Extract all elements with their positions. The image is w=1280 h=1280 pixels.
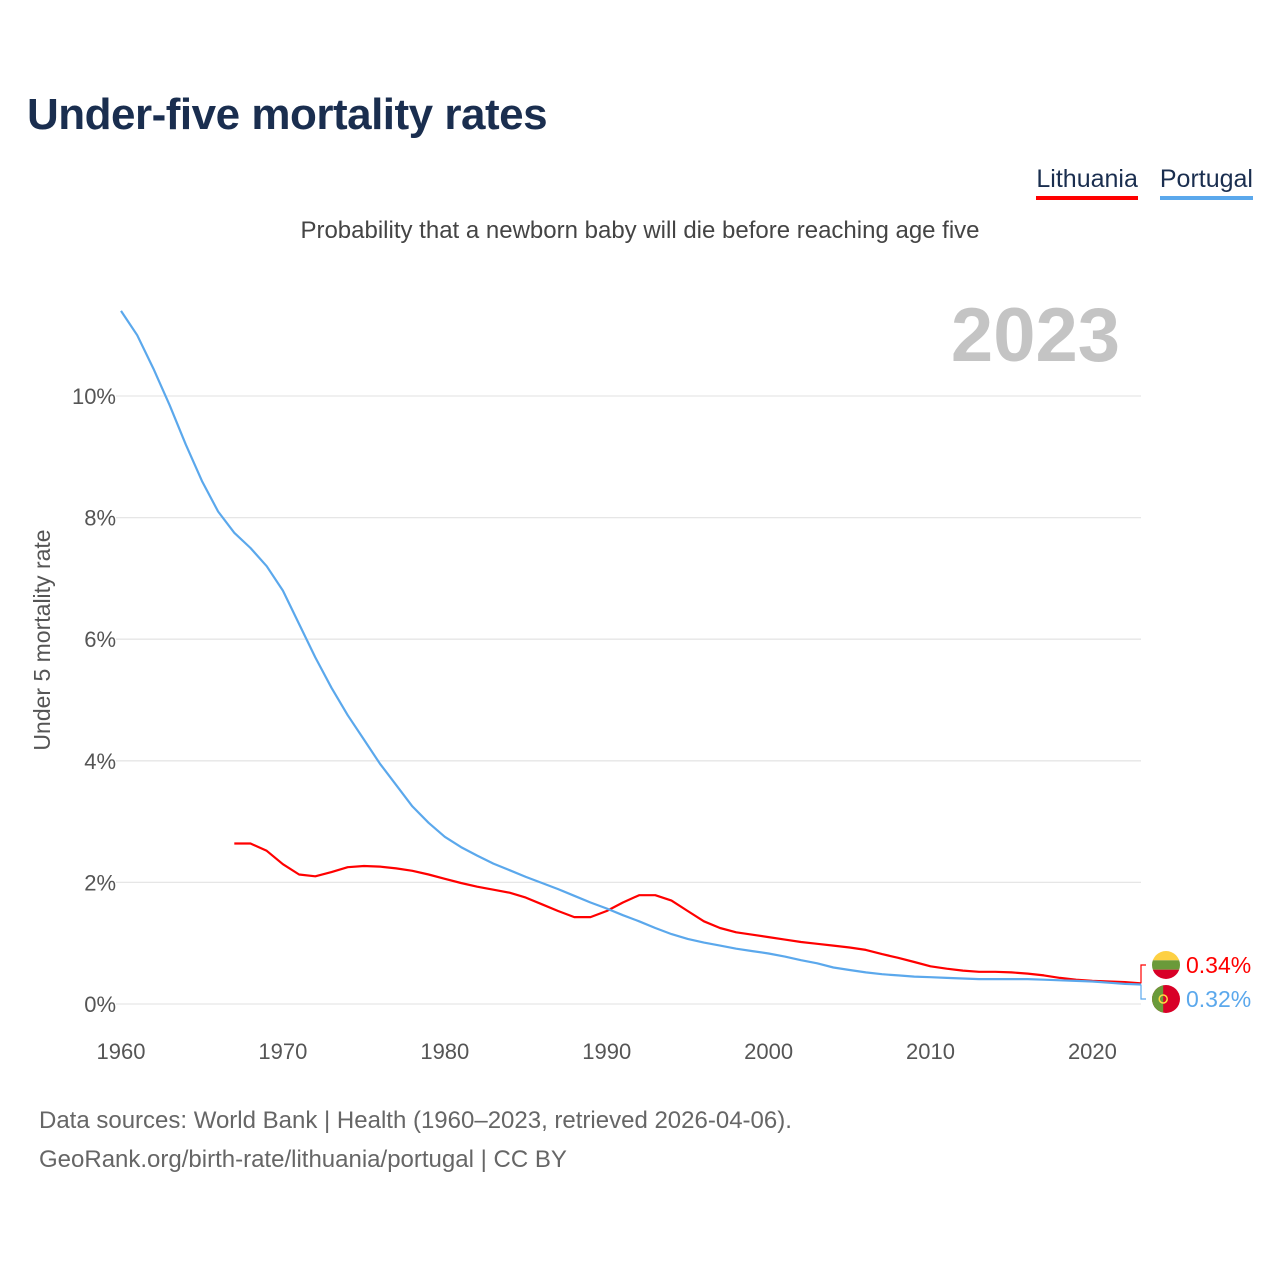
flag-portugal-icon <box>1152 985 1180 1013</box>
flag-lithuania-icon <box>1152 951 1180 979</box>
x-tick-label: 1990 <box>582 1039 631 1064</box>
x-tick-label: 1980 <box>420 1039 469 1064</box>
end-value-label: 0.34% <box>1186 952 1251 978</box>
y-tick-label: 4% <box>84 749 116 774</box>
source-line-2[interactable]: GeoRank.org/birth-rate/lithuania/portuga… <box>39 1146 567 1173</box>
y-tick-label: 2% <box>84 870 116 895</box>
y-axis-label: Under 5 mortality rate <box>29 529 55 750</box>
end-label-connector <box>1140 964 1146 984</box>
year-label: 2023 <box>951 293 1120 378</box>
series-line-portugal <box>120 310 1142 986</box>
y-tick-label: 0% <box>84 992 116 1017</box>
y-tick-label: 6% <box>84 627 116 652</box>
end-value-label: 0.32% <box>1186 986 1251 1012</box>
x-tick-label: 2010 <box>906 1039 955 1064</box>
series-line-lithuania <box>234 842 1142 985</box>
chart-subtitle: Probability that a newborn baby will die… <box>300 217 980 244</box>
legend-item-lithuania[interactable]: Lithuania <box>1036 165 1138 200</box>
x-tick-label: 1960 <box>97 1039 146 1064</box>
flag-stripe <box>1152 951 1180 961</box>
x-tick-label: 1970 <box>258 1039 307 1064</box>
chart-title: Under-five mortality rates <box>27 90 548 139</box>
y-tick-label: 8% <box>84 506 116 531</box>
legend-item-portugal[interactable]: Portugal <box>1159 165 1253 200</box>
source-line-1: Data sources: World Bank | Health (1960–… <box>39 1107 792 1134</box>
y-tick-label: 10% <box>72 384 116 409</box>
x-tick-label: 2020 <box>1068 1039 1117 1064</box>
flag-field <box>1152 985 1164 1013</box>
end-label-connector <box>1140 984 1146 1000</box>
flag-emblem <box>1158 994 1168 1004</box>
flag-stripe <box>1152 969 1180 979</box>
x-tick-label: 2000 <box>744 1039 793 1064</box>
legend: Lithuania Portugal <box>1036 165 1253 200</box>
flag-stripe <box>1152 960 1180 970</box>
